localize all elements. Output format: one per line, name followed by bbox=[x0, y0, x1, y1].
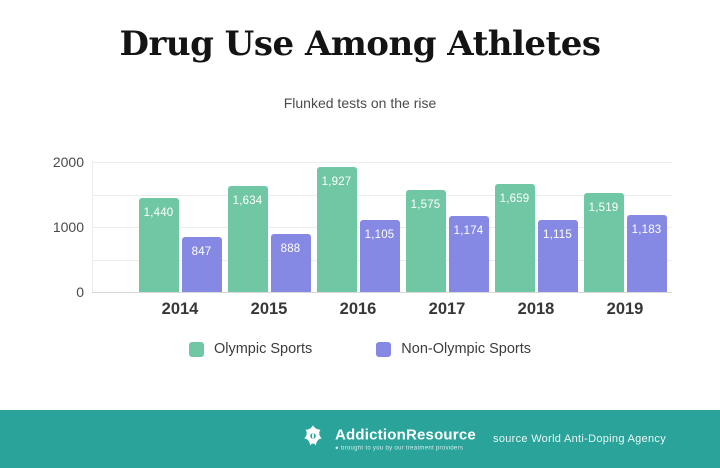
bar-non-olympic-sports-2017: 1,174 bbox=[448, 215, 489, 292]
y-axis-line bbox=[92, 161, 93, 292]
gridline bbox=[92, 194, 672, 196]
x-axis-label-2017: 2017 bbox=[428, 300, 466, 318]
x-axis-label-2016: 2016 bbox=[339, 300, 377, 318]
chart-subtitle: Flunked tests on the rise bbox=[283, 95, 437, 111]
bar-non-olympic-sports-2019: 1,183 bbox=[626, 215, 667, 292]
x-axis-label-2019: 2019 bbox=[606, 300, 644, 318]
bar-value-label: 1,519 bbox=[588, 202, 619, 215]
logo-text-block: AddictionResource ● brought to you by ou… bbox=[335, 427, 476, 452]
brand-name: AddictionResource bbox=[335, 426, 476, 444]
bar-olympic-sports-2019: 1,519 bbox=[583, 193, 624, 292]
y-tick-label: 1000 bbox=[52, 219, 84, 235]
y-tick-label: 0 bbox=[76, 284, 84, 300]
bar-value-label: 1,174 bbox=[453, 224, 484, 237]
chart-title: Drug Use Among Athletes bbox=[119, 24, 601, 64]
bar-value-label: 1,105 bbox=[364, 229, 395, 242]
bar-olympic-sports-2016: 1,927 bbox=[316, 166, 357, 292]
footer-band: AddictionResource ● brought to you by ou… bbox=[0, 410, 720, 468]
bar-olympic-sports-2014: 1,440 bbox=[138, 198, 179, 292]
legend-item-non-olympic-sports: Non-Olympic Sports bbox=[376, 341, 531, 357]
bar-value-label: 1,115 bbox=[543, 228, 572, 241]
legend-swatch-icon bbox=[376, 341, 392, 357]
legend-label: Non-Olympic Sports bbox=[401, 341, 532, 357]
bar-value-label: 1,927 bbox=[321, 175, 352, 188]
x-axis-baseline bbox=[92, 292, 672, 293]
bar-value-label: 1,440 bbox=[143, 207, 174, 220]
chart-legend: Olympic Sports Non-Olympic Sports bbox=[0, 341, 720, 357]
bar-value-label: 1,183 bbox=[631, 224, 662, 237]
x-axis-label-2018: 2018 bbox=[517, 300, 555, 318]
bar-non-olympic-sports-2015: 888 bbox=[270, 234, 311, 292]
brand-tagline-text: brought to you by our treatment provider… bbox=[340, 445, 464, 452]
tagline-bullet-icon: ● bbox=[335, 445, 339, 452]
gridline bbox=[92, 162, 672, 163]
bar-non-olympic-sports-2014: 847 bbox=[181, 236, 222, 292]
bar-olympic-sports-2017: 1,575 bbox=[405, 189, 446, 292]
bar-value-label: 1,575 bbox=[410, 198, 441, 211]
bar-value-label: 1,634 bbox=[232, 194, 263, 207]
x-axis-label-2014: 2014 bbox=[161, 300, 199, 318]
bar-non-olympic-sports-2018: 1,115 bbox=[537, 219, 578, 292]
brand-tagline: ● brought to you by our treatment provid… bbox=[335, 446, 476, 452]
bar-value-label: 847 bbox=[191, 245, 212, 258]
bar-value-label: 888 bbox=[280, 243, 301, 256]
legend-swatch-icon bbox=[188, 341, 204, 357]
legend-item-olympic-sports: Olympic Sports bbox=[188, 341, 313, 357]
x-axis-label-2015: 2015 bbox=[250, 300, 288, 318]
source-credit: source World Anti-Doping Agency bbox=[493, 433, 666, 445]
bar-olympic-sports-2015: 1,634 bbox=[227, 185, 268, 292]
legend-label: Olympic Sports bbox=[213, 341, 313, 357]
addictionresource-logo-icon bbox=[298, 422, 328, 457]
y-tick-label: 2000 bbox=[52, 154, 84, 170]
bar-non-olympic-sports-2016: 1,105 bbox=[359, 220, 400, 292]
addictionresource-logo: AddictionResource ● brought to you by ou… bbox=[298, 422, 476, 457]
bar-value-label: 1,659 bbox=[499, 193, 530, 206]
bar-olympic-sports-2018: 1,659 bbox=[494, 184, 535, 292]
